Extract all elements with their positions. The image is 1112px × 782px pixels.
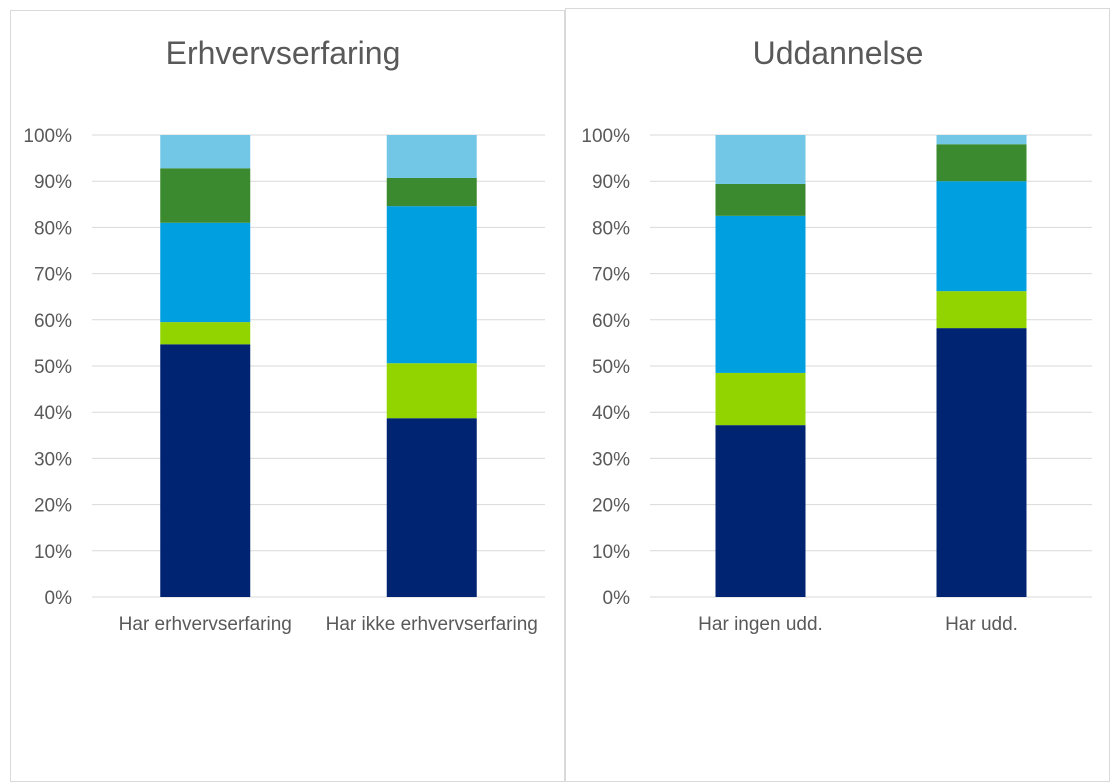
y-tick-label: 70% bbox=[592, 265, 630, 286]
bar-segment bbox=[160, 344, 251, 597]
bar-segment bbox=[715, 135, 806, 184]
y-tick-label: 60% bbox=[592, 311, 630, 332]
bar-segment bbox=[936, 291, 1027, 329]
y-tick-label: 100% bbox=[23, 126, 72, 147]
bar-segment bbox=[715, 372, 806, 426]
chart-title: Erhvervserfaring bbox=[166, 35, 401, 71]
bar-segment bbox=[936, 328, 1027, 597]
y-tick-label: 50% bbox=[34, 357, 72, 378]
y-tick-label: 0% bbox=[603, 588, 631, 609]
x-tick-label: Har udd. bbox=[945, 614, 1018, 635]
y-tick-label: 40% bbox=[592, 403, 630, 424]
y-tick-label: 10% bbox=[34, 542, 72, 563]
y-tick-label: 40% bbox=[34, 403, 72, 424]
y-tick-label: 20% bbox=[34, 496, 72, 517]
x-tick-label: Har ikke erhvervserfaring bbox=[325, 614, 538, 635]
x-tick-label: Har ingen udd. bbox=[698, 614, 823, 635]
y-tick-label: 20% bbox=[592, 496, 630, 517]
bar-segment bbox=[386, 177, 477, 207]
y-tick-label: 30% bbox=[34, 449, 72, 470]
y-tick-label: 70% bbox=[34, 265, 72, 286]
bar-segment bbox=[386, 418, 477, 597]
bar-segment bbox=[386, 135, 477, 178]
y-tick-label: 90% bbox=[592, 172, 630, 193]
bar-segment bbox=[936, 181, 1027, 292]
bar-segment bbox=[715, 183, 806, 216]
bar-segment bbox=[160, 168, 251, 223]
y-tick-label: 50% bbox=[592, 357, 630, 378]
y-tick-label: 60% bbox=[34, 311, 72, 332]
y-tick-label: 100% bbox=[581, 126, 630, 147]
y-tick-label: 0% bbox=[45, 588, 73, 609]
chart-title: Uddannelse bbox=[753, 35, 924, 71]
bar-segment bbox=[936, 144, 1027, 182]
y-tick-label: 80% bbox=[592, 218, 630, 239]
y-tick-label: 10% bbox=[592, 542, 630, 563]
y-tick-label: 80% bbox=[34, 218, 72, 239]
x-tick-label: Har erhvervserfaring bbox=[118, 614, 292, 635]
y-tick-label: 30% bbox=[592, 449, 630, 470]
bar-segment bbox=[386, 363, 477, 419]
bar-segment bbox=[160, 222, 251, 323]
bar-segment bbox=[936, 135, 1027, 145]
y-tick-label: 90% bbox=[34, 172, 72, 193]
bar-segment bbox=[160, 322, 251, 345]
bar-segment bbox=[160, 135, 251, 169]
bar-segment bbox=[715, 215, 806, 373]
bar-segment bbox=[386, 206, 477, 364]
bar-segment bbox=[715, 425, 806, 597]
